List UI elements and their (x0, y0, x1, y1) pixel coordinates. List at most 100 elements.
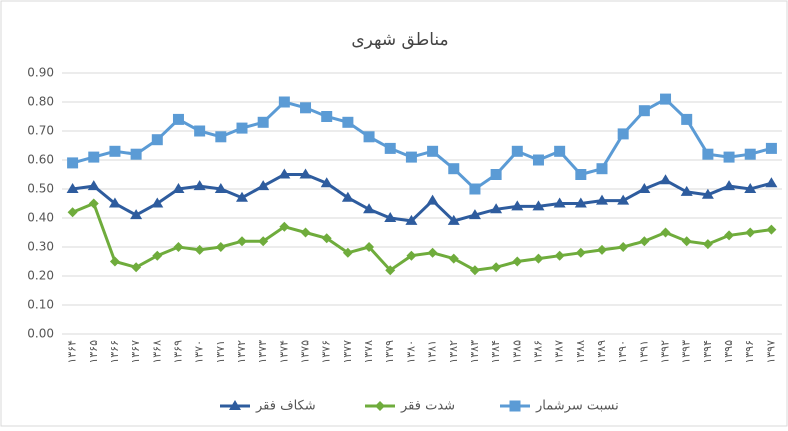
marker (151, 134, 163, 146)
marker (574, 197, 587, 208)
x-tick-label: ۱۳۷۰ (193, 340, 206, 364)
marker (448, 163, 460, 175)
marker (617, 128, 629, 140)
x-tick-label: ۱۳۹۱ (637, 340, 650, 364)
marker (300, 102, 312, 114)
y-tick-label: 0.50 (27, 182, 54, 196)
x-tick-label: ۱۳۶۷ (129, 340, 142, 364)
marker (88, 151, 100, 163)
x-tick-label: ۱۳۸۴ (489, 340, 502, 364)
marker (532, 154, 544, 166)
legend-label: شدت فقر (400, 399, 455, 414)
marker (342, 116, 354, 128)
marker (214, 183, 227, 193)
marker (237, 236, 247, 247)
marker (405, 151, 417, 163)
marker (384, 142, 396, 154)
marker (638, 105, 650, 117)
x-tick-label: ۱۳۸۸ (574, 340, 587, 364)
marker (321, 233, 332, 244)
marker (320, 177, 333, 188)
marker (765, 177, 778, 188)
marker (617, 194, 630, 205)
marker (279, 221, 290, 232)
marker (341, 191, 354, 202)
x-tick-label: ۱۳۶۹ (171, 340, 184, 364)
x-tick-label: ۱۳۶۸ (150, 340, 163, 364)
marker (597, 244, 607, 255)
legend-label: نسبت سرشمار (535, 399, 619, 414)
marker (744, 148, 756, 160)
marker (681, 236, 692, 247)
marker (257, 180, 270, 191)
marker (427, 145, 439, 157)
marker (299, 168, 312, 179)
marker (765, 142, 777, 154)
x-tick-label: ۱۳۷۷ (341, 340, 354, 364)
x-tick-label: ۱۳۹۲ (659, 340, 672, 364)
x-tick-label: ۱۳۷۸ (362, 340, 375, 364)
marker (701, 188, 714, 199)
x-tick-label: ۱۳۹۷ (764, 340, 777, 364)
marker (66, 183, 79, 193)
x-tick-label: ۱۳۸۲ (447, 340, 460, 364)
marker (702, 239, 713, 250)
marker (130, 148, 142, 160)
marker (300, 227, 311, 238)
marker (363, 203, 376, 214)
marker (385, 265, 396, 276)
marker (236, 122, 248, 134)
x-tick-label: ۱۳۹۴ (701, 340, 714, 364)
marker (109, 256, 120, 267)
x-tick-label: ۱۳۷۹ (383, 340, 396, 364)
marker (469, 183, 481, 195)
marker (723, 151, 735, 163)
marker (511, 200, 524, 211)
x-tick-label: ۱۳۷۴ (277, 340, 290, 364)
marker (639, 236, 650, 247)
x-tick-label: ۱۳۷۲ (235, 340, 248, 364)
x-tick-label: ۱۳۹۰ (616, 340, 629, 364)
marker (152, 250, 163, 261)
x-tick-label: ۱۳۹۵ (722, 340, 735, 364)
marker (511, 145, 523, 157)
y-tick-label: 0.40 (27, 211, 54, 225)
y-tick-label: 0.70 (27, 124, 54, 138)
marker (87, 180, 100, 191)
x-tick-label: ۱۳۶۵ (87, 340, 100, 364)
y-tick-label: 0.60 (27, 153, 54, 167)
marker (660, 227, 671, 238)
marker (744, 183, 757, 193)
marker (278, 168, 291, 179)
y-tick-label: 0.30 (27, 240, 54, 254)
marker (469, 265, 480, 276)
marker (215, 131, 227, 143)
marker (172, 113, 184, 125)
marker (490, 169, 502, 180)
marker (278, 96, 290, 108)
x-tick-label: ۱۳۸۳ (468, 340, 481, 364)
marker (681, 113, 693, 125)
marker (596, 194, 608, 205)
x-tick-label: ۱۳۸۶ (531, 340, 544, 364)
marker (405, 214, 418, 225)
marker (659, 174, 672, 185)
legend-label: شکاف فقر (255, 399, 316, 414)
marker (194, 125, 206, 137)
x-tick-label: ۱۳۶۴ (66, 340, 79, 364)
x-tick-label: ۱۳۸۱ (426, 340, 439, 364)
marker (638, 183, 651, 193)
x-tick-label: ۱۳۷۵ (299, 340, 312, 364)
x-tick-label: ۱۳۸۰ (404, 340, 417, 364)
marker (172, 183, 185, 193)
x-tick-label: ۱۳۸۵ (510, 340, 523, 364)
marker (109, 145, 121, 157)
marker (427, 247, 438, 258)
series-line (72, 97, 772, 191)
marker (766, 224, 777, 235)
marker (236, 191, 248, 202)
marker (702, 148, 714, 160)
chart-title: مناطق شهری (351, 30, 448, 50)
marker (384, 212, 397, 222)
